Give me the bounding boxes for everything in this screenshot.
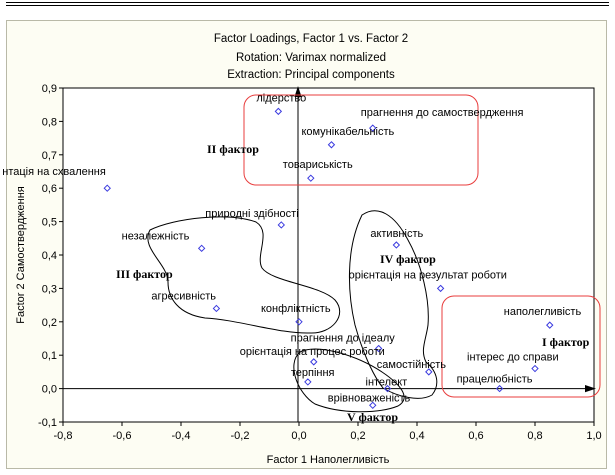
point-marker [295, 318, 303, 326]
factor-label-2: II фактор [207, 142, 259, 156]
y-tick-label: 0,4 [42, 250, 57, 262]
y-tick-label: 0,2 [42, 317, 57, 329]
point-label: терпіння [291, 367, 335, 379]
y-axis-arrowhead [294, 86, 302, 97]
point-label: самостійність [377, 359, 446, 371]
point-marker [274, 107, 283, 116]
y-tick-label: -0,1 [38, 417, 57, 429]
y-tick-label: 0,1 [42, 350, 57, 362]
data-points: лідерство прагнення до самоствердження ком… [2, 92, 582, 410]
point-marker [197, 244, 206, 253]
point-label: конфліктність [261, 303, 331, 315]
cluster-outline-factor-4 [348, 210, 438, 399]
point-marker [369, 401, 377, 410]
point-marker [546, 321, 554, 329]
point-label: орієнтація на процес роботи [240, 346, 385, 358]
cluster-box-factor-1 [441, 295, 601, 398]
point-marker [374, 344, 383, 353]
y-tick-label: 0,9 [42, 83, 57, 95]
point-marker [383, 384, 392, 393]
point-marker [212, 304, 221, 313]
x-tick-label: 0,2 [350, 430, 365, 442]
x-tick-label: -0,2 [231, 430, 250, 442]
x-tick-label: 1,0 [586, 430, 601, 442]
factor-label-5: V фактор [347, 410, 398, 424]
point-label: природні здібності [205, 208, 298, 220]
x-tick-label: -0,4 [172, 430, 191, 442]
page-header-rule [0, 0, 615, 8]
y-tick-label: 0,3 [42, 283, 57, 295]
chart-title: Factor Loadings, Factor 1 vs. Factor 2 [214, 33, 408, 45]
point-marker [327, 141, 336, 149]
plot-area [62, 87, 595, 423]
y-axis-label: Factor 2 Самоствердження [15, 186, 27, 324]
x-tick-label: -0,6 [113, 430, 132, 442]
y-tick-label: 0,0 [42, 384, 57, 396]
point-marker [531, 364, 539, 373]
x-axis-label: Factor 1 Наполегливість [267, 454, 390, 466]
point-label: працелюбність [457, 374, 533, 386]
x-tick-label: 0,4 [409, 430, 424, 442]
y-tick-label: 0,7 [42, 150, 57, 162]
cluster-outline-factor-5 [293, 348, 405, 413]
factor-label-1: I фактор [542, 335, 590, 349]
cluster-outline-factor-3 [147, 216, 341, 334]
point-marker [425, 368, 433, 376]
point-label: комунікабельність [301, 126, 394, 138]
point-marker [495, 384, 504, 393]
x-tick-label: 0,0 [291, 430, 306, 442]
point-label: інтерес до справи [467, 352, 559, 364]
y-tick-label: 0,5 [42, 217, 57, 229]
point-label: орієнтація на результат роботи [349, 269, 507, 281]
point-label: врівноваженість [328, 392, 411, 404]
point-marker [307, 174, 315, 182]
y-tick-label: 0,6 [42, 183, 57, 195]
x-axis-arrowhead [585, 385, 596, 393]
x-tick-label: -0,8 [54, 430, 73, 442]
point-marker [392, 241, 401, 249]
x-tick-label: 0,6 [468, 430, 483, 442]
cluster-box-factor-2 [243, 94, 479, 186]
point-label: лідерство [256, 92, 306, 104]
point-marker [103, 184, 111, 192]
point-label: наполегливість [504, 306, 582, 318]
chart-subtitle-extraction: Extraction: Principal components [227, 69, 395, 81]
point-label: інтелект [366, 377, 408, 389]
point-label: товариськість [283, 159, 353, 171]
point-label: прагнення до ідеалу [291, 333, 396, 345]
axis-ticks: -0,8 -0,6 -0,4 -0,2 0,0 0,2 0,4 0,6 0,8 1,0 -0,1 0,… [38, 83, 602, 442]
point-marker [304, 378, 312, 386]
point-marker [310, 358, 318, 366]
y-tick-label: 0,8 [42, 116, 57, 128]
point-label: незалежність [122, 230, 190, 242]
point-label: активність [370, 228, 423, 240]
factor-label-3: III фактор [116, 267, 173, 281]
chart-subtitle-rotation: Rotation: Varimax normalized [236, 52, 386, 64]
point-label: нтація на схвалення [2, 166, 106, 178]
point-marker [436, 284, 445, 293]
factor-label-4: IV фактор [380, 252, 436, 266]
point-label: прагнення до самоствердження [361, 107, 524, 119]
point-marker [277, 221, 286, 229]
x-tick-label: 0,8 [527, 430, 542, 442]
point-marker [369, 124, 377, 132]
point-label: агресивність [151, 290, 216, 302]
